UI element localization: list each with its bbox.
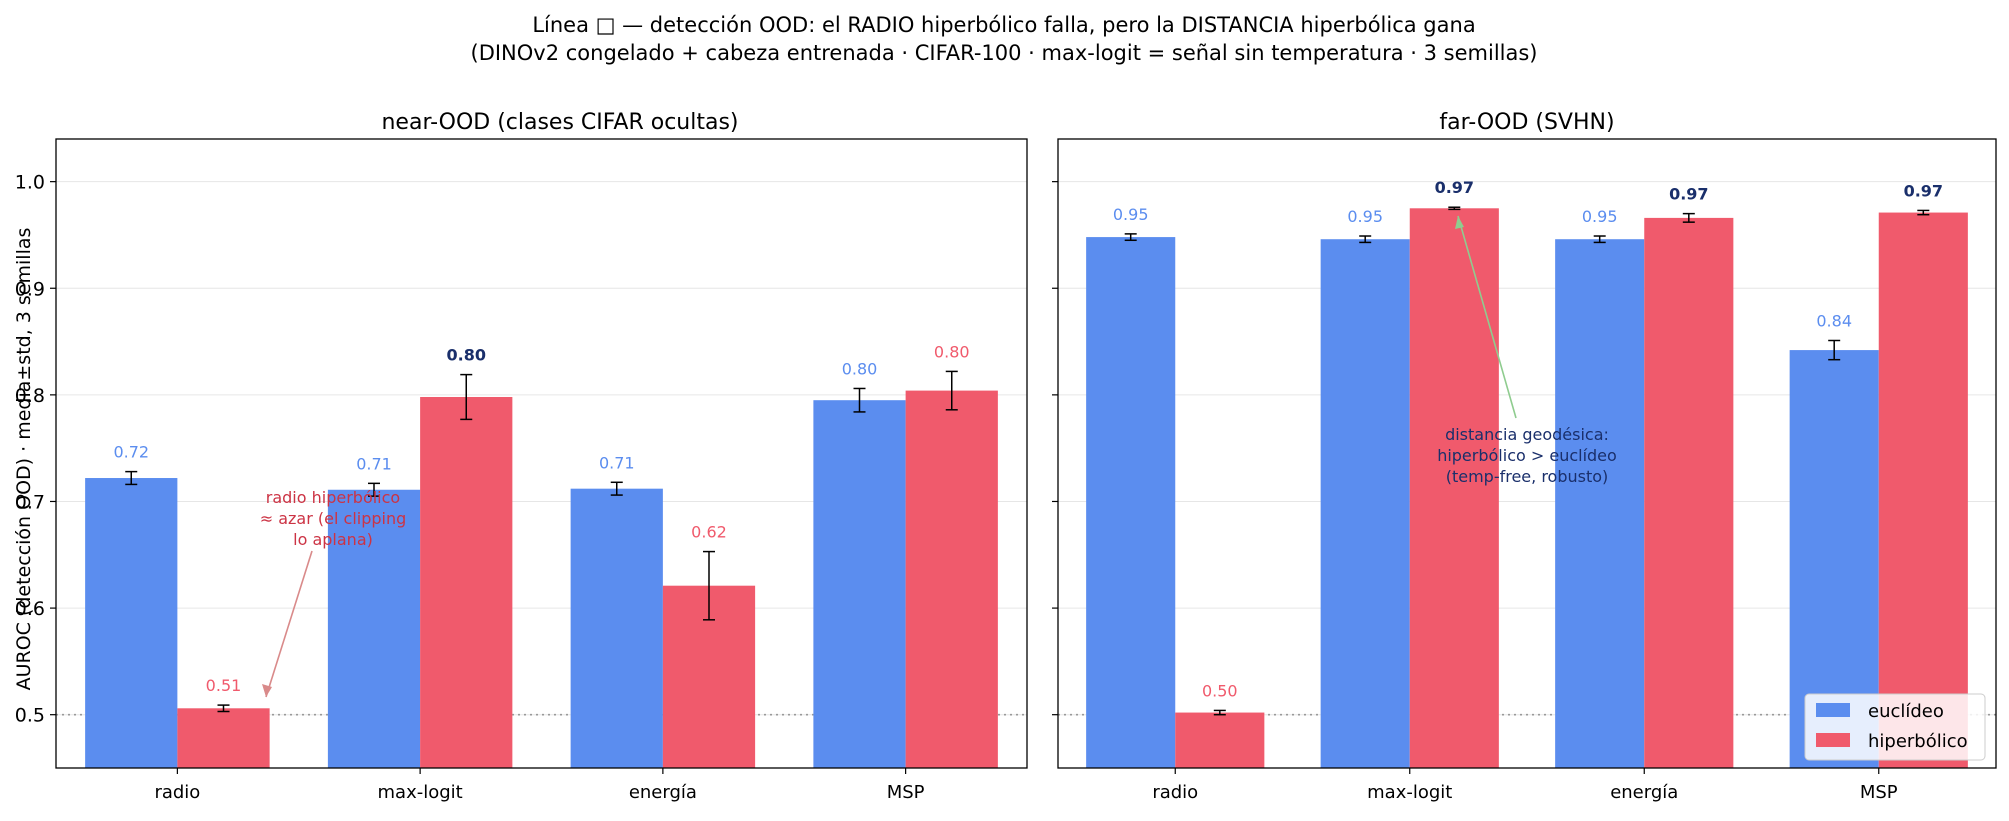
y-tick-label: 1.0 [15, 172, 45, 194]
legend-label-hyperbolic: hiperbólico [1868, 731, 1968, 752]
panel-title: far-OOD (SVHN) [1439, 110, 1614, 135]
y-axis-label: AUROC (detección OOD) · media±std, 3 sem… [13, 228, 35, 691]
annotation-near-ood: radio hiperbólico ≈ azar (el clipping lo… [260, 488, 407, 698]
data-label: 0.71 [356, 454, 392, 473]
y-tick-label: 0.8 [15, 385, 45, 407]
x-tick-label: max-logit [1367, 782, 1452, 803]
data-label: 0.95 [1113, 205, 1149, 224]
bar [1320, 239, 1410, 768]
bar [327, 489, 421, 768]
bar [570, 488, 663, 768]
data-label: 0.97 [1669, 185, 1708, 204]
data-label: 0.51 [206, 676, 242, 695]
data-label: 0.84 [1816, 311, 1852, 330]
annotation-text: distancia geodésica: [1445, 425, 1609, 444]
panel-title: near-OOD (clases CIFAR ocultas) [381, 110, 738, 135]
data-label: 0.62 [691, 523, 727, 542]
bar [1644, 217, 1734, 768]
annotation-text: ≈ azar (el clipping [260, 509, 407, 528]
annotation-text: hiperbólico > euclídeo [1437, 446, 1617, 465]
axes-frame [1057, 138, 1997, 769]
y-tick-label: 0.7 [15, 491, 45, 513]
annotation-arrow-head [1455, 216, 1464, 229]
annotation-arrow-line [265, 550, 313, 698]
bar [85, 478, 178, 768]
bar [177, 708, 270, 768]
annotation-far-ood: distancia geodésica: hiperbólico > euclí… [1437, 215, 1617, 486]
bar [1555, 239, 1645, 768]
x-tick-label: radio [154, 782, 200, 803]
x-tick-label: radio [1152, 782, 1198, 803]
figure-title-line2: (DINOv2 congelado + cabeza entrenada · C… [471, 41, 1538, 65]
bar [1878, 212, 1968, 768]
data-label: 0.97 [1904, 181, 1943, 200]
data-label: 0.80 [842, 359, 878, 378]
data-label: 0.95 [1347, 207, 1383, 226]
x-tick-label: MSP [887, 782, 925, 803]
bar [1409, 208, 1499, 768]
annotation-text: lo aplana) [293, 530, 373, 549]
data-label: 0.80 [447, 346, 486, 365]
y-tick-label: 0.9 [15, 278, 45, 300]
legend: euclídeo hiperbólico [1804, 693, 1986, 761]
bar [813, 400, 906, 768]
bar [420, 396, 513, 768]
annotation-arrow-line [1457, 215, 1517, 419]
panel-far-ood: far-OOD (SVHN) 0.95 0.95 0.95 0.84 0.50 0.97 0… [1052, 110, 1997, 803]
x-tick-label: energía [1610, 782, 1678, 803]
x-tick-label: energía [629, 782, 697, 803]
bar [1086, 237, 1176, 768]
data-label: 0.95 [1582, 207, 1618, 226]
legend-label-euclidean: euclídeo [1868, 701, 1944, 722]
annotation-arrow-head [262, 684, 272, 697]
y-tick-label: 0.5 [15, 705, 45, 727]
x-tick-label: MSP [1860, 782, 1898, 803]
annotation-text: (temp-free, robusto) [1446, 467, 1609, 486]
annotation-text: radio hiperbólico [266, 488, 400, 507]
figure-title-line1: Línea □ — detección OOD: el RADIO hiperb… [532, 13, 1475, 37]
x-tick-label: max-logit [378, 782, 463, 803]
panel-near-ood: near-OOD (clases CIFAR ocultas) 0.720.71… [15, 110, 1028, 803]
data-label: 0.80 [934, 342, 970, 361]
y-tick-label: 0.6 [15, 598, 45, 620]
legend-swatch-euclidean [1816, 703, 1850, 717]
data-label: 0.71 [599, 453, 635, 472]
data-label: 0.97 [1435, 178, 1474, 197]
data-label: 0.72 [113, 443, 149, 462]
legend-swatch-hyperbolic [1816, 733, 1850, 747]
axes-frame [55, 138, 1028, 769]
bar [1175, 712, 1265, 768]
data-label: 0.50 [1202, 681, 1238, 700]
bar [905, 390, 998, 768]
